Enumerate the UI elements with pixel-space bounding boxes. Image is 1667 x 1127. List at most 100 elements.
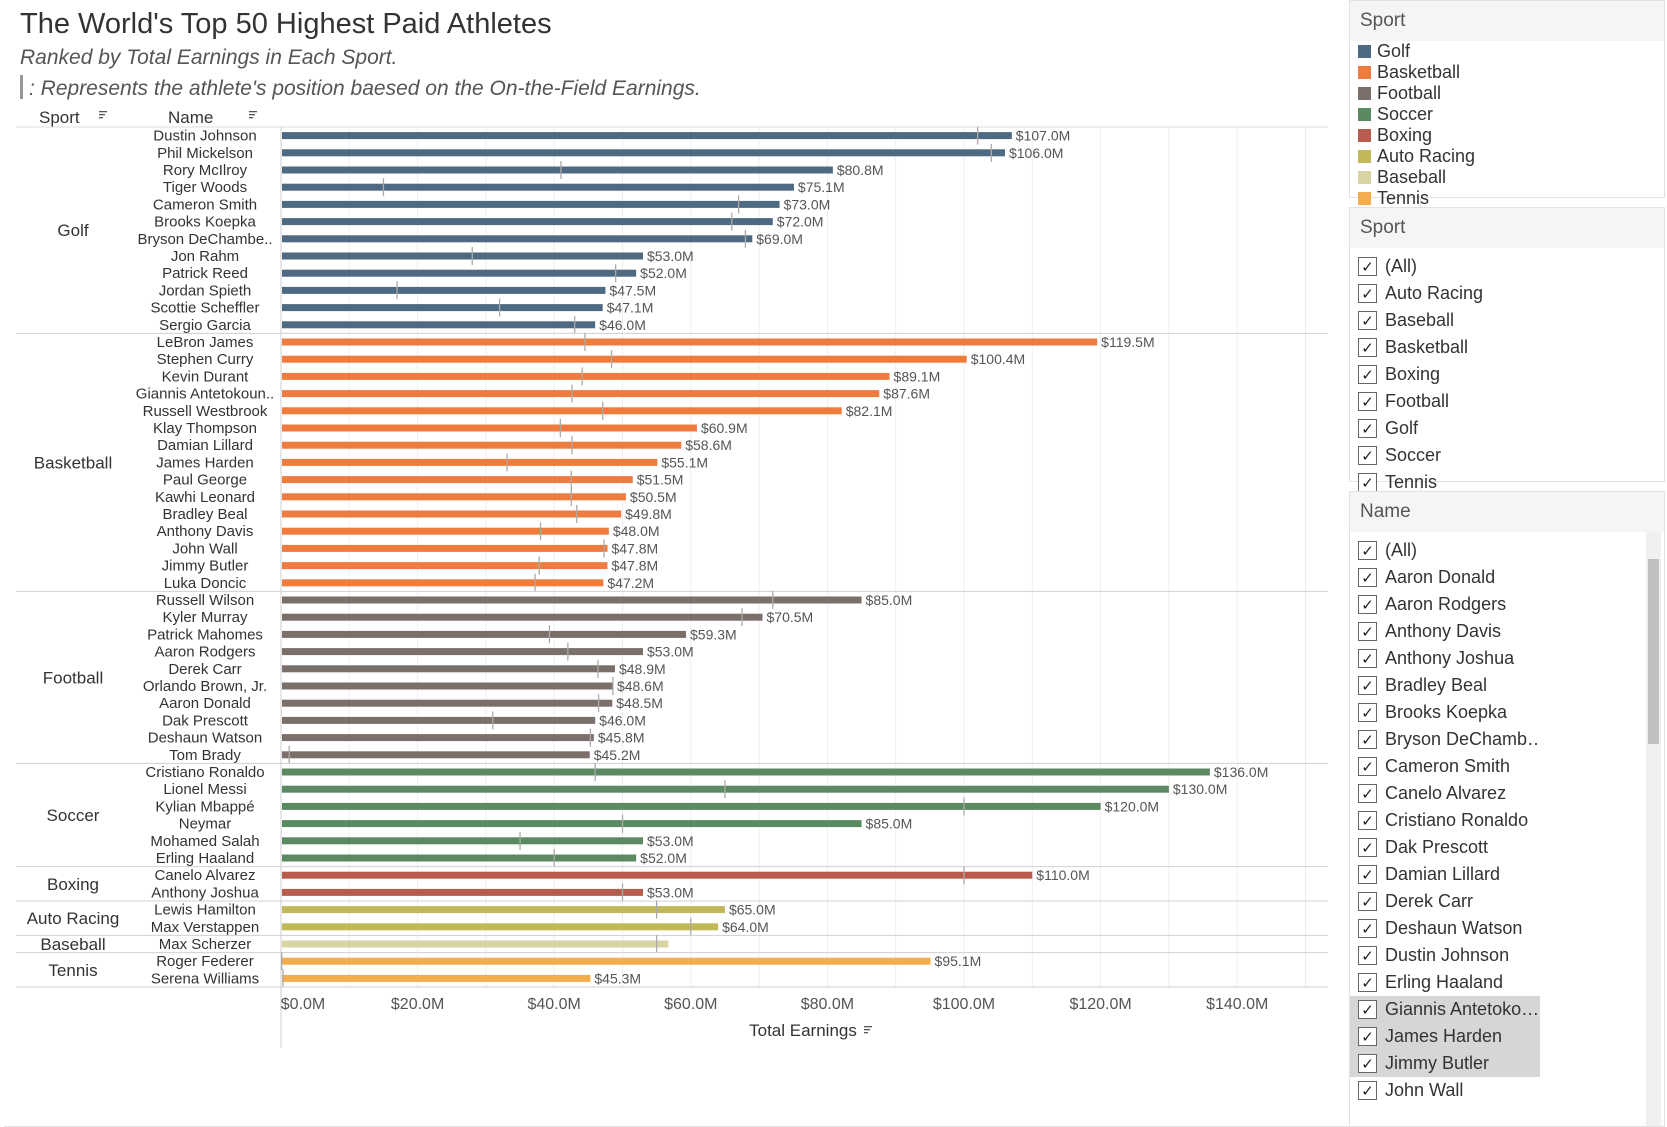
filter-item[interactable]: ✓ Bryson DeChamb… xyxy=(1350,726,1540,753)
bar[interactable] xyxy=(282,166,833,174)
legend-item[interactable]: Auto Racing xyxy=(1350,146,1664,167)
bar[interactable] xyxy=(282,132,1012,140)
checkbox-checked-icon[interactable]: ✓ xyxy=(1358,365,1377,384)
filter-item[interactable]: ✓ Erling Haaland xyxy=(1350,969,1540,996)
bar[interactable] xyxy=(282,510,622,518)
checkbox-checked-icon[interactable]: ✓ xyxy=(1358,946,1377,965)
legend-item[interactable]: Tennis xyxy=(1350,188,1664,209)
bar[interactable] xyxy=(282,579,604,587)
filter-item[interactable]: ✓ James Harden xyxy=(1350,1023,1540,1050)
checkbox-checked-icon[interactable]: ✓ xyxy=(1358,446,1377,465)
bar[interactable] xyxy=(282,596,862,604)
bar[interactable] xyxy=(282,441,682,449)
checkbox-checked-icon[interactable]: ✓ xyxy=(1358,473,1377,492)
filter-item[interactable]: ✓ Anthony Joshua xyxy=(1350,645,1540,672)
checkbox-checked-icon[interactable]: ✓ xyxy=(1358,784,1377,803)
bar[interactable] xyxy=(282,458,658,466)
bar[interactable] xyxy=(282,665,615,673)
checkbox-checked-icon[interactable]: ✓ xyxy=(1358,892,1377,911)
bar[interactable] xyxy=(282,321,596,329)
bar[interactable] xyxy=(282,957,931,965)
bar[interactable] xyxy=(282,527,609,535)
filter-item[interactable]: ✓ Dustin Johnson xyxy=(1350,942,1540,969)
checkbox-checked-icon[interactable]: ✓ xyxy=(1358,676,1377,695)
filter-item[interactable]: ✓ Aaron Donald xyxy=(1350,564,1540,591)
name-column-header[interactable]: Name xyxy=(168,108,213,127)
name-filter-scrollbar[interactable] xyxy=(1648,559,1659,744)
bar[interactable] xyxy=(282,355,967,363)
bar[interactable] xyxy=(282,218,773,226)
checkbox-checked-icon[interactable]: ✓ xyxy=(1358,757,1377,776)
bar[interactable] xyxy=(282,871,1033,879)
filter-item[interactable]: ✓ Aaron Rodgers xyxy=(1350,591,1540,618)
bar[interactable] xyxy=(282,630,687,638)
bar[interactable] xyxy=(282,424,697,432)
x-axis-title[interactable]: Total Earnings xyxy=(749,1021,857,1040)
bar[interactable] xyxy=(282,974,591,982)
checkbox-checked-icon[interactable]: ✓ xyxy=(1358,284,1377,303)
filter-item[interactable]: ✓ (All) xyxy=(1350,253,1664,280)
bar[interactable] xyxy=(282,304,603,312)
bar[interactable] xyxy=(282,372,890,380)
checkbox-checked-icon[interactable]: ✓ xyxy=(1358,919,1377,938)
bar[interactable] xyxy=(282,338,1098,346)
bar[interactable] xyxy=(282,768,1210,776)
filter-item[interactable]: ✓ Giannis Antetoko… xyxy=(1350,996,1540,1023)
sort-icon[interactable] xyxy=(249,114,255,116)
bar[interactable] xyxy=(282,562,608,570)
sort-icon[interactable] xyxy=(249,111,257,113)
checkbox-checked-icon[interactable]: ✓ xyxy=(1358,1000,1377,1019)
bar[interactable] xyxy=(282,183,794,191)
bar[interactable] xyxy=(282,544,608,552)
legend-item[interactable]: Baseball xyxy=(1350,167,1664,188)
bar[interactable] xyxy=(282,149,1005,157)
filter-item[interactable]: ✓ Cameron Smith xyxy=(1350,753,1540,780)
filter-item[interactable]: ✓ Tennis xyxy=(1350,469,1664,496)
filter-item[interactable]: ✓ Baseball xyxy=(1350,307,1664,334)
bar[interactable] xyxy=(282,286,606,294)
bar[interactable] xyxy=(282,854,637,862)
bar[interactable] xyxy=(282,699,613,707)
checkbox-checked-icon[interactable]: ✓ xyxy=(1358,730,1377,749)
filter-item[interactable]: ✓ Golf xyxy=(1350,415,1664,442)
bar[interactable] xyxy=(282,476,633,484)
filter-item[interactable]: ✓ Canelo Alvarez xyxy=(1350,780,1540,807)
bar[interactable] xyxy=(282,252,643,260)
sort-icon[interactable] xyxy=(864,1032,868,1034)
bar[interactable] xyxy=(282,751,590,759)
checkbox-checked-icon[interactable]: ✓ xyxy=(1358,419,1377,438)
bar[interactable] xyxy=(282,837,643,845)
checkbox-checked-icon[interactable]: ✓ xyxy=(1358,338,1377,357)
checkbox-checked-icon[interactable]: ✓ xyxy=(1358,811,1377,830)
bar[interactable] xyxy=(282,200,780,208)
filter-item[interactable]: ✓ John Wall xyxy=(1350,1077,1540,1104)
checkbox-checked-icon[interactable]: ✓ xyxy=(1358,865,1377,884)
bar[interactable] xyxy=(282,940,669,948)
legend-item[interactable]: Basketball xyxy=(1350,62,1664,83)
checkbox-checked-icon[interactable]: ✓ xyxy=(1358,392,1377,411)
legend-item[interactable]: Soccer xyxy=(1350,104,1664,125)
checkbox-checked-icon[interactable]: ✓ xyxy=(1358,838,1377,857)
filter-item[interactable]: ✓ Derek Carr xyxy=(1350,888,1540,915)
checkbox-checked-icon[interactable]: ✓ xyxy=(1358,1081,1377,1100)
bar[interactable] xyxy=(282,906,725,914)
filter-item[interactable]: ✓ Cristiano Ronaldo xyxy=(1350,807,1540,834)
sport-column-header[interactable]: Sport xyxy=(39,108,80,127)
filter-item[interactable]: ✓ Boxing xyxy=(1350,361,1664,388)
filter-item[interactable]: ✓ Basketball xyxy=(1350,334,1664,361)
bar[interactable] xyxy=(282,613,763,621)
sort-icon[interactable] xyxy=(99,111,107,113)
checkbox-checked-icon[interactable]: ✓ xyxy=(1358,973,1377,992)
checkbox-checked-icon[interactable]: ✓ xyxy=(1358,1027,1377,1046)
bar[interactable] xyxy=(282,390,880,398)
filter-item[interactable]: ✓ Deshaun Watson xyxy=(1350,915,1540,942)
bar[interactable] xyxy=(282,269,637,277)
checkbox-checked-icon[interactable]: ✓ xyxy=(1358,649,1377,668)
checkbox-checked-icon[interactable]: ✓ xyxy=(1358,622,1377,641)
legend-item[interactable]: Golf xyxy=(1350,41,1664,62)
filter-item[interactable]: ✓ Football xyxy=(1350,388,1664,415)
filter-item[interactable]: ✓ Dak Prescott xyxy=(1350,834,1540,861)
filter-item[interactable]: ✓ Soccer xyxy=(1350,442,1664,469)
checkbox-checked-icon[interactable]: ✓ xyxy=(1358,1054,1377,1073)
filter-item[interactable]: ✓ Brooks Koepka xyxy=(1350,699,1540,726)
